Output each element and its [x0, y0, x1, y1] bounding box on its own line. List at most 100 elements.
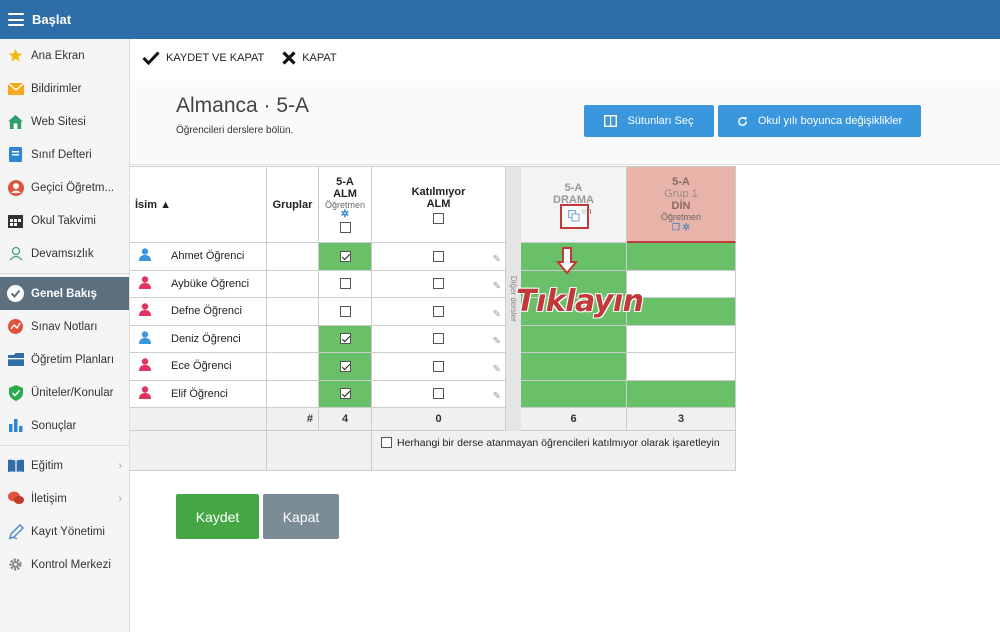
table-row-student[interactable]: Ece Öğrenci [130, 353, 267, 381]
not-participating-cell[interactable]: ✎ [372, 270, 506, 298]
alm-checkbox[interactable] [339, 278, 351, 290]
drama-cell[interactable] [521, 353, 627, 381]
sidebar-item-education[interactable]: Eğitim › [0, 449, 129, 482]
table-row-student[interactable]: Aybüke Öğrenci [130, 270, 267, 298]
sidebar-item-label: Geçici Öğretm... [31, 181, 115, 194]
not-participating-cell[interactable]: ✎ [372, 353, 506, 381]
pencil-icon[interactable]: ✎ [492, 363, 501, 375]
unassigned-checkbox[interactable] [381, 437, 392, 448]
pencil-icon[interactable]: ✎ [492, 336, 501, 347]
hamburger-menu-icon[interactable] [8, 13, 24, 26]
select-columns-button[interactable]: Sütunları Seç [584, 105, 714, 137]
sidebar-item-label: Sınav Notları [31, 320, 98, 333]
groups-cell [267, 380, 319, 408]
sidebar-item-overview[interactable]: Genel Bakış [0, 277, 129, 310]
alm-checkbox[interactable] [339, 388, 351, 400]
user-outline-icon [7, 245, 24, 262]
alm-checkbox[interactable] [339, 305, 351, 317]
footer-count-drama: 6 [521, 408, 627, 431]
drama-cell[interactable] [521, 380, 627, 408]
drama-cell[interactable] [521, 325, 627, 353]
pencil-icon[interactable]: ✎ [492, 281, 501, 292]
close-toolbar-button[interactable]: KAPAT [282, 51, 337, 65]
din-cell[interactable] [627, 270, 736, 298]
not-participating-cell[interactable]: ✎ [372, 325, 506, 353]
alm-checkbox[interactable] [339, 360, 351, 372]
drama-cell[interactable] [521, 298, 627, 326]
din-cell[interactable] [627, 380, 736, 408]
sidebar-item-label: Öğretim Planları [31, 353, 115, 366]
not-participating-cell[interactable]: ✎ [372, 298, 506, 326]
alm-cell[interactable] [319, 380, 372, 408]
sidebar-item-teaching-plans[interactable]: Öğretim Planları [0, 343, 129, 376]
other-subjects-strip[interactable]: Diğer dersler [506, 167, 521, 431]
not-participating-checkbox[interactable] [433, 278, 444, 290]
save-button[interactable]: Kaydet [176, 494, 259, 539]
sidebar-item-results[interactable]: Sonuçlar [0, 409, 129, 442]
alm-cell[interactable] [319, 243, 372, 271]
not-participating-checkbox[interactable] [433, 305, 444, 317]
sidebar-item-home[interactable]: Ana Ekran [0, 39, 129, 72]
sidebar-item-label: İletişim [31, 492, 67, 505]
din-cell[interactable] [627, 243, 736, 271]
gear-icon[interactable]: ✲ [340, 209, 350, 220]
sidebar-item-exam-grades[interactable]: Sınav Notları [0, 310, 129, 343]
footer-count-alm: 4 [319, 408, 372, 431]
drama-cell[interactable] [521, 270, 627, 298]
not-participating-cell[interactable]: ✎ [372, 243, 506, 271]
alm-cell[interactable] [319, 353, 372, 381]
pencil-icon[interactable]: ✎ [492, 308, 501, 320]
sidebar-item-control-center[interactable]: Kontrol Merkezi [0, 548, 129, 581]
pencil-icon[interactable]: ✎ [492, 253, 501, 265]
din-teacher-label: Öğretmen [660, 212, 702, 222]
din-cell[interactable] [627, 325, 736, 353]
column-header-groups: Gruplar [267, 167, 319, 243]
table-row-student[interactable]: Elif Öğrenci [130, 380, 267, 408]
not-participating-cell[interactable]: ✎ [372, 380, 506, 408]
sidebar-item-substitute[interactable]: Geçici Öğretm... [0, 171, 129, 204]
column-header-name[interactable]: İsim ▲ [130, 167, 267, 243]
not-participating-checkbox[interactable] [433, 333, 444, 345]
sidebar-item-units[interactable]: Üniteler/Konular [0, 376, 129, 409]
bar-chart-icon [7, 417, 24, 434]
save-and-close-button[interactable]: KAYDET VE KAPAT [142, 51, 264, 65]
sidebar-item-class-register[interactable]: Sınıf Defteri [0, 138, 129, 171]
copy-icon-highlight[interactable] [559, 203, 589, 229]
groups-cell [267, 243, 319, 271]
main-content: KAYDET VE KAPAT KAPAT Almanca · 5-A Öğre… [130, 39, 1000, 632]
table-row-student[interactable]: Ahmet Öğrenci [130, 243, 267, 271]
not-participating-checkbox[interactable] [433, 250, 444, 262]
sidebar-item-communication[interactable]: İletişim › [0, 482, 129, 515]
table-row-student[interactable]: Defne Öğrenci [130, 298, 267, 326]
close-label: KAPAT [302, 52, 337, 64]
alm-select-all-checkbox[interactable] [339, 222, 351, 233]
close-button[interactable]: Kapat [263, 494, 339, 539]
not-participating-checkbox[interactable] [433, 388, 444, 400]
sidebar-item-notifications[interactable]: Bildirimler [0, 72, 129, 105]
sidebar-item-calendar[interactable]: Okul Takvimi [0, 204, 129, 237]
sidebar-item-absence[interactable]: Devamsızlık [0, 237, 129, 270]
alm-checkbox[interactable] [339, 333, 351, 345]
groups-cell [267, 353, 319, 381]
sidebar-item-website[interactable]: Web Sitesi [0, 105, 129, 138]
not-participating-checkbox[interactable] [433, 360, 444, 372]
sidebar-divider [0, 445, 129, 446]
din-cell[interactable] [627, 353, 736, 381]
yearly-changes-button[interactable]: Okul yılı boyunca değişiklikler [718, 105, 921, 137]
alm-cell[interactable] [319, 298, 372, 326]
gear-icon[interactable]: ✲ [682, 222, 691, 232]
alm-cell[interactable] [319, 325, 372, 353]
not-participating-select-all-checkbox[interactable] [433, 212, 444, 224]
din-cell[interactable] [627, 298, 736, 326]
table-row-student[interactable]: Deniz Öğrenci [130, 325, 267, 353]
student-name: Defne Öğrenci [171, 305, 242, 318]
pencil-icon[interactable]: ✎ [492, 391, 501, 402]
save-and-close-label: KAYDET VE KAPAT [166, 52, 265, 64]
unassigned-option[interactable]: Herhangi bir derse atanmayan öğrencileri… [372, 431, 736, 471]
app-title[interactable]: Başlat [32, 12, 72, 27]
student-name: Aybüke Öğrenci [171, 277, 250, 290]
sidebar-item-registration[interactable]: Kayıt Yönetimi [0, 515, 129, 548]
alm-cell[interactable] [319, 270, 372, 298]
copy-icon[interactable]: ❐ [671, 222, 680, 232]
alm-checkbox[interactable] [339, 250, 351, 262]
